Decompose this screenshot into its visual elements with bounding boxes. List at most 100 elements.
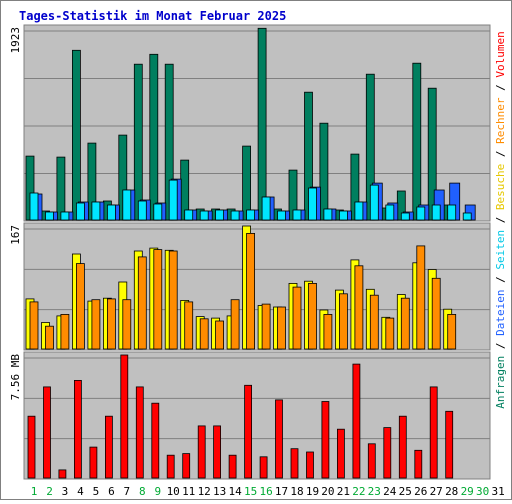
bar-rechner-day-28 <box>447 313 457 350</box>
legend-volumen: Volumen <box>494 31 507 77</box>
bar-seiten-day-4 <box>76 202 85 221</box>
x-tick-label: 14 <box>228 485 242 498</box>
x-tick-label: 24 <box>383 485 397 498</box>
x-tick-label: 16 <box>259 485 272 498</box>
bar-rechner-day-6 <box>107 298 116 350</box>
legend-sep-4: / <box>494 144 507 164</box>
bar-anfragen-day-4 <box>72 49 81 221</box>
bar-volumen-day-1 <box>27 415 36 479</box>
bar-rechner-day-16 <box>261 303 271 350</box>
panel-background <box>23 351 491 480</box>
panel-3: 7.56 MB <box>9 351 491 480</box>
x-tick-label: 20 <box>321 485 334 498</box>
bar-rechner-day-18 <box>292 286 302 350</box>
y-max-label: 1923 <box>9 27 22 54</box>
bar-volumen-day-15 <box>244 384 253 479</box>
bar-rechner-day-14 <box>230 299 240 350</box>
bar-anfragen-day-3 <box>56 156 66 221</box>
x-tick-label: 2 <box>46 485 53 498</box>
bar-volumen-day-3 <box>58 469 67 479</box>
legend-sep-1: / <box>494 336 507 356</box>
bar-volumen-day-14 <box>228 454 237 479</box>
bar-rechner-day-7 <box>122 299 132 350</box>
bar-rechner-day-12 <box>199 318 209 350</box>
legend-seiten: Seiten <box>494 230 507 270</box>
x-axis-labels: 1 2 3 4 5 6 7 8 9 10 11 12 13 14 15 16 17 18 19 20 21 22 23 24 2… <box>31 485 505 498</box>
legend-right: Anfragen / Dateien / Seiten / Besuche / … <box>494 31 507 409</box>
x-tick-label: 21 <box>337 485 350 498</box>
bar-volumen-day-12 <box>197 425 206 479</box>
bar-volumen-day-26 <box>414 449 423 479</box>
x-tick-label: 18 <box>290 485 303 498</box>
bar-anfragen-day-26 <box>412 62 422 221</box>
x-tick-label: 30 <box>476 485 489 498</box>
x-tick-label: 26 <box>414 485 427 498</box>
x-tick-label: 19 <box>306 485 319 498</box>
bar-seiten-day-25 <box>400 212 410 221</box>
x-tick-label: 11 <box>182 485 195 498</box>
bar-volumen-day-2 <box>43 386 51 479</box>
bar-seiten-day-27 <box>431 204 441 221</box>
bar-seiten-day-29 <box>462 212 472 221</box>
legend-sep-2: / <box>494 270 507 290</box>
bar-seiten-day-10 <box>168 179 178 221</box>
panel-2: 167 <box>9 222 491 351</box>
bar-volumen-day-13 <box>213 425 222 479</box>
bar-seiten-day-3 <box>60 211 70 221</box>
bar-rechner-day-24 <box>385 317 395 350</box>
bar-seiten-day-18 <box>292 209 302 221</box>
bar-volumen-day-20 <box>321 401 330 479</box>
x-tick-label: 4 <box>77 485 84 498</box>
bar-rechner-day-5 <box>91 299 101 350</box>
bar-seiten-day-1 <box>29 192 39 221</box>
legend-anfragen: Anfragen <box>494 356 507 409</box>
x-tick-label: 28 <box>445 485 458 498</box>
x-tick-label: 8 <box>139 485 146 498</box>
bar-seiten-day-23 <box>369 184 379 221</box>
bar-seiten-day-5 <box>91 201 101 221</box>
bar-volumen-day-7 <box>120 354 129 479</box>
bar-seiten-day-26 <box>416 206 426 221</box>
y-max-label: 167 <box>9 225 22 245</box>
bar-volumen-day-16 <box>259 456 268 479</box>
bar-seiten-day-9 <box>153 203 163 221</box>
x-tick-label: 7 <box>123 485 130 498</box>
chart-title: Tages-Statistik im Monat Februar 2025 <box>19 9 286 23</box>
x-tick-label: 15 <box>244 485 257 498</box>
legend-sep-3: / <box>494 210 507 230</box>
chart-panels: 1923 167 7.56 MB <box>9 24 491 480</box>
bar-volumen-day-22 <box>352 363 361 479</box>
x-tick-label: 10 <box>167 485 180 498</box>
bar-rechner-day-27 <box>431 277 441 350</box>
x-tick-label: 22 <box>352 485 365 498</box>
bar-seiten-day-24 <box>385 204 395 221</box>
y-max-label: 7.56 MB <box>9 354 22 401</box>
bar-rechner-day-9 <box>153 249 163 350</box>
x-tick-label: 9 <box>154 485 161 498</box>
bar-rechner-day-13 <box>215 320 225 350</box>
bar-volumen-day-24 <box>383 427 392 479</box>
bar-rechner-day-15 <box>246 232 256 350</box>
legend-sep-5: / <box>494 78 507 98</box>
panel-background <box>23 24 491 222</box>
x-tick-label: 17 <box>275 485 288 498</box>
bar-volumen-day-11 <box>182 453 191 479</box>
bar-volumen-day-10 <box>166 454 175 479</box>
bar-volumen-day-28 <box>445 410 454 479</box>
bar-seiten-day-12 <box>199 210 209 221</box>
bar-seiten-day-21 <box>338 210 348 221</box>
bar-volumen-day-6 <box>105 415 113 479</box>
bar-rechner-day-25 <box>400 297 410 350</box>
panel-background <box>23 222 491 351</box>
bar-seiten-day-6 <box>107 204 116 221</box>
bar-anfragen-day-20 <box>319 122 329 221</box>
bar-volumen-day-18 <box>290 448 299 479</box>
bar-seiten-day-22 <box>354 201 364 221</box>
legend-besuche: Besuche <box>494 164 507 210</box>
bar-seiten-day-20 <box>323 208 333 221</box>
bar-seiten-day-28 <box>447 204 457 221</box>
bar-rechner-day-26 <box>416 245 426 350</box>
bar-seiten-day-13 <box>215 209 225 221</box>
